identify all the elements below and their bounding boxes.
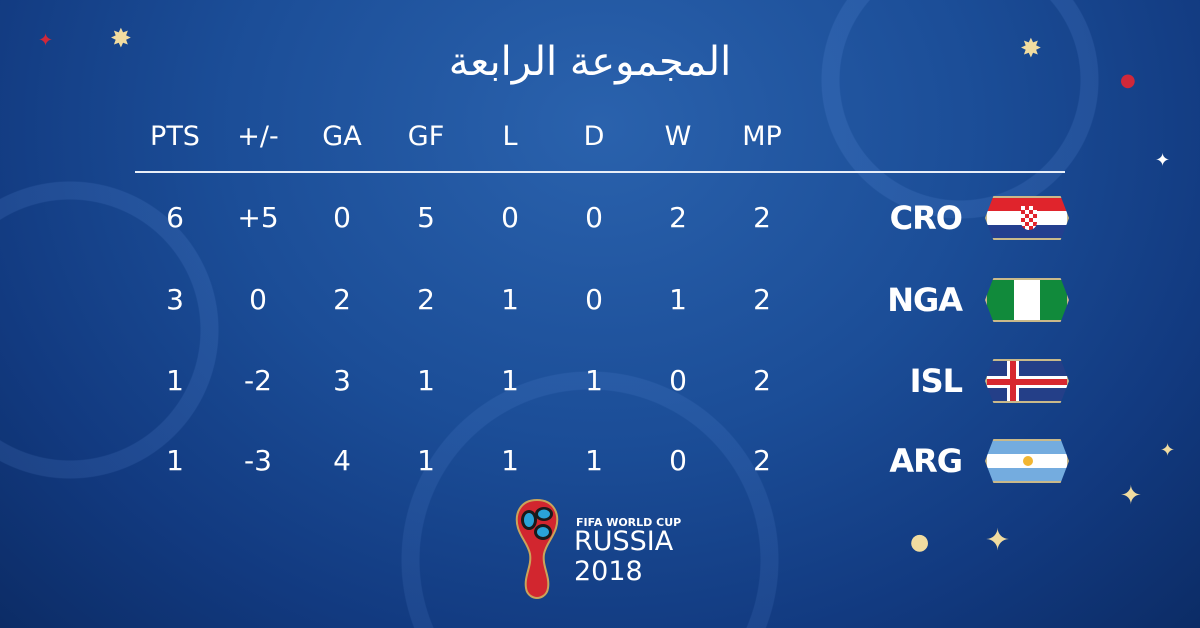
cell-pts: 3 — [166, 283, 184, 316]
cell-w: 0 — [669, 444, 687, 477]
cell-ga: 2 — [333, 283, 351, 316]
sparkle-icon: ✸ — [110, 24, 132, 54]
cell-gf: 5 — [417, 201, 435, 234]
cell-d: 0 — [585, 283, 603, 316]
dot-icon: ● — [1120, 70, 1136, 91]
cell-mp: 2 — [753, 364, 771, 397]
sparkle-icon: ✦ — [985, 523, 1011, 558]
column-header-mp: MP — [742, 121, 782, 152]
cell-d: 0 — [585, 201, 603, 234]
cell-mp: 2 — [753, 444, 771, 477]
column-header-d: D — [583, 121, 605, 152]
argentina-flag-icon — [985, 439, 1069, 483]
cell-goal-diff: -2 — [244, 364, 272, 397]
cell-gf: 1 — [417, 444, 435, 477]
cell-l: 1 — [501, 283, 519, 316]
column-header-goal-diff: +/- — [237, 121, 279, 152]
cell-w: 0 — [669, 364, 687, 397]
world-cup-trophy-logo — [515, 498, 559, 600]
sparkle-icon: ✦ — [1120, 481, 1142, 511]
team-code: ARG — [889, 442, 963, 480]
team-code: NGA — [887, 281, 963, 319]
cell-w: 1 — [669, 283, 687, 316]
cell-ga: 0 — [333, 201, 351, 234]
sparkle-icon: ✦ — [38, 30, 54, 51]
cell-pts: 6 — [166, 201, 184, 234]
cell-d: 1 — [585, 364, 603, 397]
team-code: ISL — [909, 362, 963, 400]
cell-mp: 2 — [753, 201, 771, 234]
header-divider — [135, 171, 1065, 173]
croatia-flag-icon — [985, 196, 1069, 240]
dot-icon: ● — [910, 530, 930, 555]
column-header-w: W — [664, 121, 692, 152]
group-title: المجموعة الرابعة — [448, 39, 732, 85]
cell-mp: 2 — [753, 283, 771, 316]
cell-gf: 2 — [417, 283, 435, 316]
cell-pts: 1 — [166, 444, 184, 477]
cell-goal-diff: -3 — [244, 444, 272, 477]
team-code: CRO — [889, 199, 963, 237]
logo-line1: FIFA WORLD CUP — [576, 516, 682, 529]
cell-l: 1 — [501, 364, 519, 397]
column-header-l: L — [502, 121, 518, 152]
cell-w: 2 — [669, 201, 687, 234]
cell-l: 0 — [501, 201, 519, 234]
sparkle-icon: ✦ — [1160, 440, 1176, 461]
cell-ga: 3 — [333, 364, 351, 397]
column-header-ga: GA — [322, 121, 362, 152]
sparkle-icon: ✸ — [1020, 34, 1042, 64]
nigeria-flag-icon — [985, 278, 1069, 322]
column-header-gf: GF — [407, 121, 445, 152]
iceland-flag-icon — [985, 359, 1069, 403]
column-header-pts: PTS — [150, 121, 200, 152]
logo-line3: 2018 — [574, 556, 643, 587]
cell-goal-diff: +5 — [237, 201, 279, 234]
cell-goal-diff: 0 — [249, 283, 267, 316]
sparkle-icon: ✦ — [1155, 150, 1171, 171]
logo-line2: RUSSIA — [574, 526, 674, 557]
cell-gf: 1 — [417, 364, 435, 397]
cell-pts: 1 — [166, 364, 184, 397]
cell-ga: 4 — [333, 444, 351, 477]
cell-d: 1 — [585, 444, 603, 477]
cell-l: 1 — [501, 444, 519, 477]
